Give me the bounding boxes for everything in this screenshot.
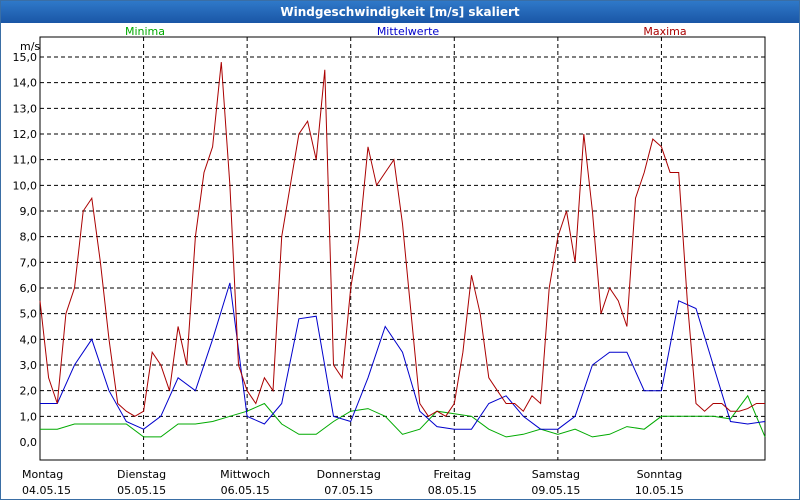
series-lines xyxy=(39,62,766,438)
x-date-label: 07.05.15 xyxy=(324,484,373,497)
x-day-label: Montag xyxy=(22,468,63,481)
y-tick-label: 2,0 xyxy=(20,385,38,398)
x-date-label: 04.05.15 xyxy=(22,484,71,497)
grid-lines xyxy=(40,37,765,460)
legend: Minima Mittelwerte Maxima xyxy=(125,25,687,38)
y-tick-label: 0,0 xyxy=(20,436,38,449)
plot-area xyxy=(39,36,766,461)
y-tick-label: 13,0 xyxy=(13,102,38,115)
x-date-label: 08.05.15 xyxy=(428,484,477,497)
series-line-minima xyxy=(40,394,766,438)
y-tick-label: 6,0 xyxy=(20,282,38,295)
y-tick-label: 15,0 xyxy=(13,51,38,64)
x-date-label: 05.05.15 xyxy=(117,484,166,497)
x-day-label: Samstag xyxy=(532,468,580,481)
y-tick-label: 10,0 xyxy=(13,179,38,192)
window-title: Windgeschwindigkeit [m/s] skaliert xyxy=(1,1,799,23)
y-tick-label: 11,0 xyxy=(13,154,38,167)
x-day-label: Sonntag xyxy=(637,468,683,481)
series-line-maxima xyxy=(39,62,765,417)
y-tick-label: 7,0 xyxy=(20,256,38,269)
y-tick-label: 1,0 xyxy=(20,410,38,423)
axis-labels: 0,0 1,0 2,0 3,0 4,0 5,0 6,0 7,0 8,0 9,0 10,0 11,0 12… xyxy=(13,40,684,497)
legend-item-minima: Minima xyxy=(125,25,165,38)
y-tick-label: 9,0 xyxy=(20,205,38,218)
y-tick-label: 5,0 xyxy=(20,308,38,321)
x-day-label: Dienstag xyxy=(117,468,166,481)
x-date-label: 06.05.15 xyxy=(221,484,270,497)
x-day-label: Freitag xyxy=(433,468,471,481)
x-day-label: Mittwoch xyxy=(220,468,270,481)
y-tick-label: 8,0 xyxy=(20,231,38,244)
y-axis-label: m/s xyxy=(20,40,40,53)
x-date-label: 10.05.15 xyxy=(635,484,684,497)
legend-item-maxima: Maxima xyxy=(643,25,686,38)
y-tick-label: 12,0 xyxy=(13,128,38,141)
series-line-mittelwerte xyxy=(40,282,766,430)
x-date-label: 09.05.15 xyxy=(531,484,580,497)
legend-item-mittelwerte: Mittelwerte xyxy=(377,25,440,38)
y-tick-label: 14,0 xyxy=(13,77,38,90)
y-tick-label: 3,0 xyxy=(20,359,38,372)
y-tick-label: 4,0 xyxy=(20,333,38,346)
x-day-label: Donnerstag xyxy=(317,468,381,481)
